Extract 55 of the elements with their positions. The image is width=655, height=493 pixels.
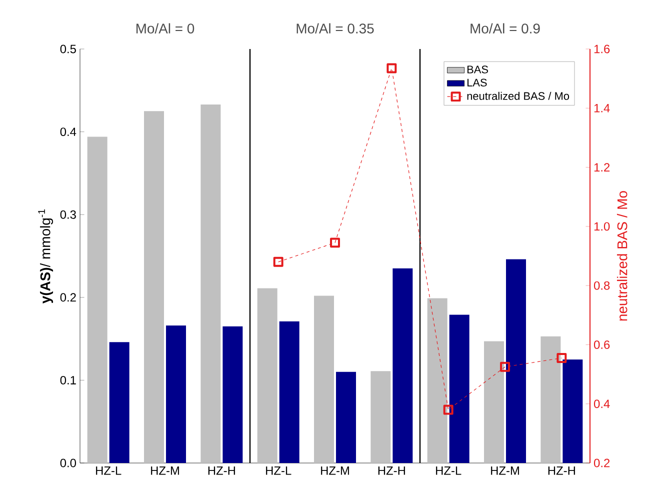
y2-tick-label: 1.0	[594, 222, 610, 231]
bar	[336, 372, 356, 463]
bar	[427, 298, 448, 463]
x-tick-label: HZ-H	[548, 466, 575, 475]
x-tick-label: HZ-L	[96, 466, 122, 475]
point	[273, 256, 284, 267]
bar	[540, 336, 561, 463]
x-tick-label: HZ-H	[208, 466, 235, 475]
y2-tick-label: 0.6	[594, 340, 610, 349]
bar	[279, 321, 300, 463]
bar	[257, 288, 278, 463]
bar	[392, 268, 413, 463]
bar	[370, 371, 391, 463]
bar	[87, 136, 108, 463]
point	[330, 238, 340, 248]
point	[556, 353, 567, 364]
y-tick-label: 0.3	[60, 210, 76, 219]
y-tick-label: 0.2	[60, 293, 76, 302]
y2-tick-label: 0.2	[594, 458, 610, 468]
y2-tick-label: 1.6	[594, 44, 610, 54]
x-tick-label: HZ-L	[436, 466, 462, 475]
y2-axis-title: neutralized BAS / Mo	[616, 191, 628, 321]
x-tick-label: HZ-L	[266, 466, 292, 475]
bar	[449, 314, 470, 463]
bar	[200, 104, 221, 463]
x-tick-label: HZ-M	[321, 466, 349, 475]
x-tick-label: HZ-M	[151, 466, 179, 475]
text: Mo/Al = 0.35	[296, 23, 374, 34]
y-tick-label: 0.5	[60, 44, 76, 54]
point	[386, 63, 397, 74]
bar	[506, 259, 526, 463]
y-tick-label: 0.1	[60, 376, 76, 384]
y2-tick-label: 0.4	[594, 400, 610, 408]
text: Mo/Al = 0.9	[470, 23, 540, 34]
text: Mo/Al = 0	[136, 23, 194, 34]
bar	[109, 342, 130, 463]
bar	[222, 326, 243, 463]
y2-tick-label: 1.4	[594, 104, 610, 112]
legend-label: BAS	[467, 66, 488, 74]
bar	[562, 360, 583, 463]
y-tick-label: 0.4	[60, 128, 76, 136]
y2-tick-label: 0.8	[594, 281, 610, 290]
legend-label: neutralized BAS / Mo	[467, 92, 570, 100]
bar	[314, 296, 334, 463]
point	[443, 404, 454, 415]
bar	[166, 326, 186, 463]
bar	[144, 111, 164, 463]
x-tick-label: HZ-M	[491, 466, 519, 475]
bar	[484, 341, 504, 463]
legend-label: LAS	[467, 78, 487, 86]
point	[500, 362, 510, 372]
x-tick-label: HZ-H	[378, 466, 405, 475]
y2-tick-label: 1.2	[594, 163, 610, 172]
y-axis-title: y(AS)/ mmolg$^{-1}$	[38, 209, 54, 304]
y-tick-label: 0.0	[60, 458, 76, 468]
